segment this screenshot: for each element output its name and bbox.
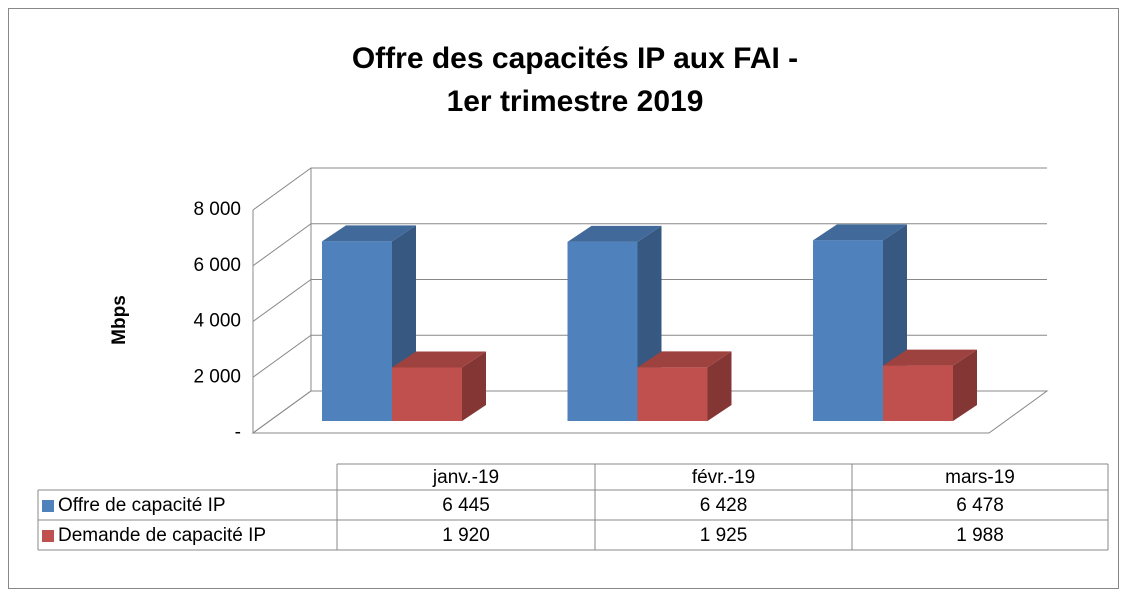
data-label: 1 988: [956, 525, 1004, 546]
legend-swatch: [42, 500, 54, 512]
bar-side: [707, 351, 732, 421]
bar: [883, 365, 953, 421]
bar-top: [637, 351, 732, 368]
bar: [567, 241, 638, 421]
x-tick-label: mars-19: [945, 467, 1015, 488]
legend-swatch: [42, 530, 54, 542]
data-label: 1 920: [442, 525, 490, 546]
legend-label: Offre de capacité IP: [58, 495, 226, 516]
grid-line: [252, 223, 1047, 267]
grid-line: [252, 167, 1047, 211]
bar-top: [883, 349, 977, 366]
chart-title: Offre des capacités IP aux FAI -: [352, 42, 798, 75]
data-label: 6 445: [442, 495, 490, 516]
y-tick-label: 6 000: [193, 255, 241, 276]
bar: [392, 367, 462, 421]
y-tick-label: 8 000: [193, 199, 241, 220]
bar-top: [392, 351, 486, 368]
data-label: 6 478: [956, 495, 1004, 516]
data-label: 6 428: [700, 495, 748, 516]
y-tick-label: -: [235, 422, 241, 443]
x-tick-label: janv.-19: [432, 467, 499, 488]
grid-line: [252, 279, 1047, 322]
bar: [322, 241, 392, 421]
data-label: 1 925: [700, 525, 748, 546]
bar-top: [322, 225, 416, 242]
y-axis-label: Mbps: [109, 295, 130, 345]
grid-line: [252, 334, 1047, 378]
bar-side: [462, 351, 486, 421]
bar: [813, 240, 883, 421]
grid-line: [252, 390, 1047, 434]
y-tick-label: 4 000: [193, 311, 241, 332]
x-tick-label: févr.-19: [692, 467, 755, 488]
bar-top: [813, 224, 907, 241]
chart-title: 1er trimestre 2019: [447, 85, 704, 118]
bar-top: [567, 225, 662, 242]
legend-label: Demande de capacité IP: [58, 525, 266, 546]
bar-side: [953, 349, 977, 421]
bar: [637, 367, 708, 421]
chart-border: [8, 8, 1119, 589]
y-tick-label: 2 000: [193, 366, 241, 387]
